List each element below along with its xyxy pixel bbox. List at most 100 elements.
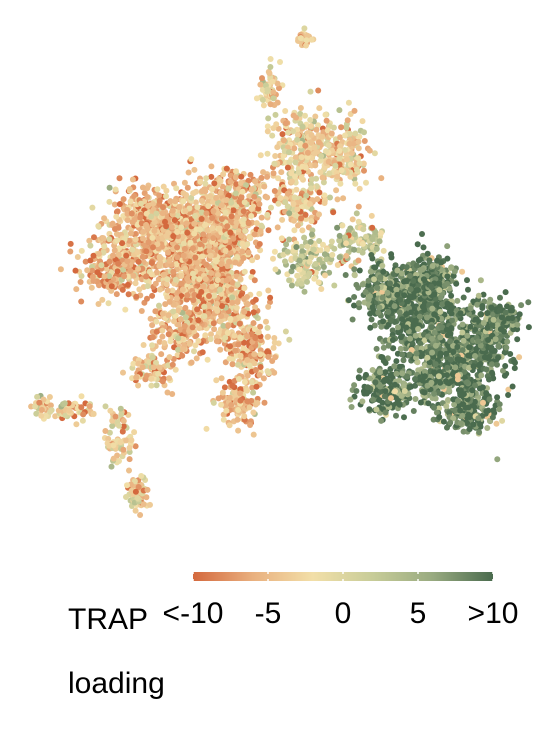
data-point bbox=[74, 254, 81, 260]
data-point bbox=[36, 399, 43, 406]
data-point bbox=[200, 231, 207, 238]
data-point bbox=[371, 150, 378, 157]
data-point bbox=[143, 248, 150, 255]
data-point bbox=[145, 239, 152, 246]
data-point bbox=[227, 316, 234, 322]
data-point bbox=[414, 241, 421, 248]
data-point bbox=[308, 185, 315, 192]
data-point bbox=[253, 95, 260, 102]
data-point bbox=[117, 405, 124, 412]
data-point bbox=[444, 243, 451, 250]
data-point bbox=[288, 178, 295, 185]
data-point bbox=[226, 394, 233, 401]
data-point bbox=[325, 142, 332, 149]
data-point bbox=[250, 431, 257, 438]
data-point bbox=[355, 145, 362, 152]
data-point bbox=[88, 284, 95, 291]
data-point bbox=[410, 322, 417, 328]
data-point bbox=[297, 105, 304, 111]
data-point bbox=[311, 150, 318, 157]
data-point bbox=[66, 407, 73, 414]
data-point bbox=[237, 180, 244, 186]
data-point bbox=[166, 375, 173, 382]
data-point bbox=[114, 268, 121, 275]
data-point bbox=[188, 359, 195, 366]
data-point bbox=[158, 351, 165, 358]
data-point bbox=[148, 375, 155, 382]
data-point bbox=[153, 328, 160, 335]
data-point bbox=[149, 354, 156, 361]
data-point bbox=[152, 308, 159, 315]
data-point bbox=[226, 355, 233, 362]
data-point bbox=[397, 345, 404, 352]
data-point bbox=[148, 213, 155, 220]
data-point bbox=[290, 263, 296, 270]
data-point bbox=[153, 269, 160, 276]
data-point bbox=[156, 364, 163, 371]
data-point bbox=[233, 168, 239, 175]
data-point bbox=[371, 276, 377, 283]
data-point bbox=[303, 37, 310, 44]
data-point bbox=[171, 217, 178, 224]
data-point bbox=[148, 260, 155, 266]
data-point bbox=[171, 318, 177, 325]
data-point bbox=[280, 137, 287, 144]
data-point bbox=[267, 299, 273, 306]
data-point bbox=[213, 377, 220, 384]
data-point bbox=[191, 220, 198, 227]
data-point bbox=[257, 81, 264, 88]
data-point bbox=[150, 244, 156, 251]
data-point bbox=[264, 173, 271, 180]
data-point bbox=[132, 507, 139, 514]
data-point bbox=[179, 286, 186, 293]
data-point bbox=[190, 297, 197, 304]
data-point bbox=[149, 342, 156, 349]
data-point bbox=[308, 123, 314, 129]
data-point bbox=[361, 167, 367, 174]
data-point bbox=[123, 494, 129, 500]
data-point bbox=[355, 155, 362, 162]
data-point bbox=[345, 297, 352, 304]
data-point bbox=[34, 393, 41, 400]
data-point bbox=[235, 341, 242, 348]
data-point bbox=[163, 193, 169, 200]
data-point bbox=[164, 287, 171, 294]
data-point bbox=[156, 197, 163, 204]
data-point bbox=[135, 258, 142, 265]
data-point bbox=[165, 331, 172, 338]
data-point bbox=[116, 422, 122, 429]
data-point bbox=[307, 88, 314, 95]
data-point bbox=[91, 234, 97, 241]
data-point bbox=[251, 351, 258, 358]
data-point bbox=[242, 228, 249, 234]
data-point bbox=[356, 160, 363, 167]
data-point bbox=[236, 198, 243, 205]
data-point bbox=[265, 287, 272, 294]
data-point bbox=[378, 230, 384, 236]
data-point bbox=[163, 187, 170, 194]
data-point bbox=[126, 444, 133, 451]
data-point bbox=[318, 153, 325, 159]
data-point bbox=[313, 126, 320, 133]
data-point bbox=[120, 446, 127, 453]
data-point bbox=[128, 437, 135, 444]
data-point bbox=[234, 299, 241, 306]
data-point bbox=[360, 226, 367, 233]
data-point bbox=[261, 399, 268, 406]
data-point bbox=[355, 218, 362, 225]
data-point bbox=[249, 269, 256, 275]
data-point bbox=[265, 115, 272, 122]
data-point bbox=[247, 235, 254, 242]
data-point bbox=[115, 251, 122, 258]
data-point bbox=[226, 422, 233, 429]
data-point bbox=[222, 209, 229, 216]
data-point bbox=[214, 277, 221, 284]
data-point bbox=[116, 201, 123, 208]
data-point bbox=[260, 169, 267, 176]
data-point bbox=[316, 256, 323, 263]
data-point bbox=[250, 320, 257, 327]
data-point bbox=[299, 123, 306, 130]
data-point bbox=[79, 417, 86, 424]
data-point bbox=[363, 233, 369, 240]
data-point bbox=[232, 174, 239, 181]
